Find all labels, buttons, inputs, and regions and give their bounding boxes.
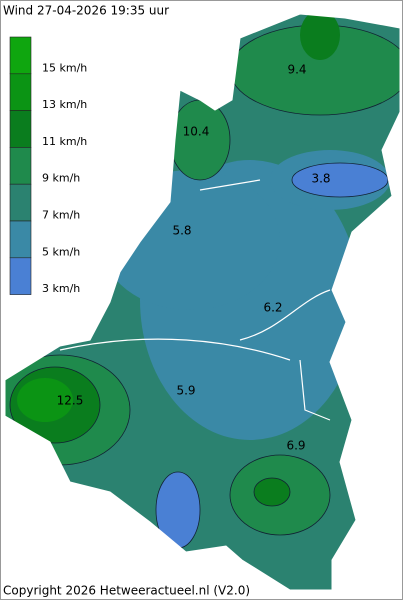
legend-label: 13 km/h [42, 98, 87, 111]
legend-label: 9 km/h [42, 172, 80, 185]
legend-label: 15 km/h [42, 61, 87, 74]
legend-label: 3 km/h [42, 282, 80, 295]
field-11 [300, 14, 340, 60]
legend-swatch [9, 220, 32, 259]
contour-label: 6.2 [263, 301, 282, 315]
legend-swatch [9, 73, 32, 111]
field-13 [17, 378, 73, 422]
contour-label: 9.4 [287, 63, 306, 77]
field-3 [291, 162, 389, 198]
field-9 [169, 99, 231, 181]
border [239, 289, 331, 341]
legend: 15 km/h 13 km/h 11 km/h 9 km/h 7 km/h 5 km/h 3… [9, 36, 87, 295]
contour-label: 6.9 [286, 439, 305, 453]
legend-label: 7 km/h [42, 208, 80, 221]
legend-swatch [9, 257, 32, 295]
legend-swatch [9, 110, 32, 148]
land-outline [4, 13, 401, 591]
contour-label: 3.8 [311, 172, 330, 186]
coastline [199, 179, 261, 191]
contour-label: 5.8 [172, 224, 191, 238]
legend-swatch [9, 36, 32, 75]
legend-label: 11 km/h [42, 135, 87, 148]
contour-label: 12.5 [57, 394, 84, 408]
contour-label: 5.9 [176, 384, 195, 398]
contour-labels: 9.4 10.4 3.8 5.8 6.2 5.9 12.5 6.9 [57, 63, 331, 453]
copyright: Copyright 2026 Hetweeractueel.nl (V2.0) [3, 584, 250, 598]
field-11 [253, 477, 291, 507]
border [299, 359, 331, 421]
legend-swatch [9, 147, 32, 185]
legend-label: 5 km/h [42, 245, 80, 258]
contour-label: 10.4 [183, 125, 210, 139]
map-title: Wind 27-04-2026 19:35 uur [3, 4, 169, 18]
border [59, 338, 291, 361]
legend-swatch [9, 183, 32, 222]
